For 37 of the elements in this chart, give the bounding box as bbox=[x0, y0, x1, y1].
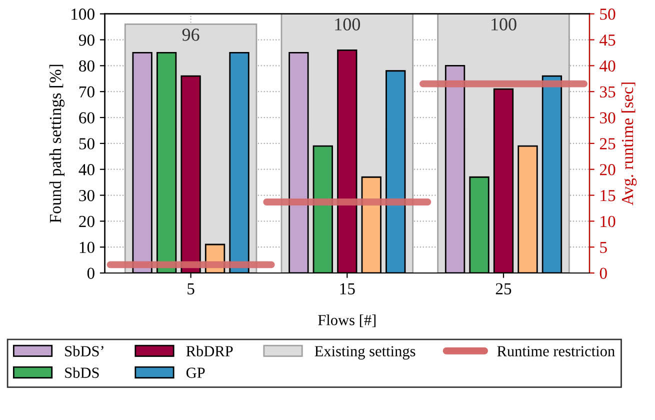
y-tick-label: 40 bbox=[78, 164, 94, 176]
legend-label: SbDS’ bbox=[65, 346, 104, 356]
y-tick-label: 60 bbox=[79, 112, 94, 124]
y-tick-label: 100 bbox=[72, 8, 94, 20]
y2-tick-label: 35 bbox=[600, 86, 616, 98]
legend-label: Existing settings bbox=[314, 346, 416, 360]
y-tick-label: 80 bbox=[79, 60, 94, 72]
y-tick-label: 10 bbox=[80, 242, 94, 254]
y-tick-label: 90 bbox=[78, 34, 94, 46]
y2-tick-label: 5 bbox=[600, 242, 607, 254]
y2-tick-label: 0 bbox=[600, 268, 607, 279]
x-tick-label: 5 bbox=[188, 283, 194, 294]
data-label: 96 bbox=[182, 28, 200, 41]
y2-tick-label: 30 bbox=[600, 112, 616, 124]
y-tick-label: 50 bbox=[79, 138, 94, 150]
x-axis-title: Flows [#] bbox=[318, 314, 376, 328]
y-tick-label: 70 bbox=[80, 86, 94, 98]
y-tick-label: 30 bbox=[79, 190, 94, 202]
y2-tick-label: 10 bbox=[600, 216, 616, 228]
x-tick-label: 15 bbox=[340, 283, 355, 294]
legend-label: Runtime restriction bbox=[497, 346, 615, 356]
y2-tick-label: 15 bbox=[600, 190, 616, 202]
y2-tick-label: 45 bbox=[600, 34, 616, 46]
y2-tick-label: 50 bbox=[600, 8, 616, 20]
legend-label: SbDS bbox=[65, 367, 99, 378]
y2-tick-label: 25 bbox=[600, 138, 616, 150]
y2-axis-title: Avg. runtime [sec] bbox=[621, 82, 637, 206]
x-tick-label: 25 bbox=[496, 283, 512, 294]
y2-tick-label: 40 bbox=[600, 60, 616, 72]
y-axis-title: Found path settings [%] bbox=[49, 64, 65, 223]
data-label: 100 bbox=[335, 18, 360, 30]
data-label: 100 bbox=[492, 18, 516, 30]
legend-label: GP bbox=[186, 368, 205, 378]
y2-tick-label: 20 bbox=[600, 164, 616, 176]
legend-label: RbDRP bbox=[186, 346, 233, 356]
y-tick-label: 20 bbox=[79, 216, 94, 228]
y-tick-label: 0 bbox=[87, 268, 94, 279]
